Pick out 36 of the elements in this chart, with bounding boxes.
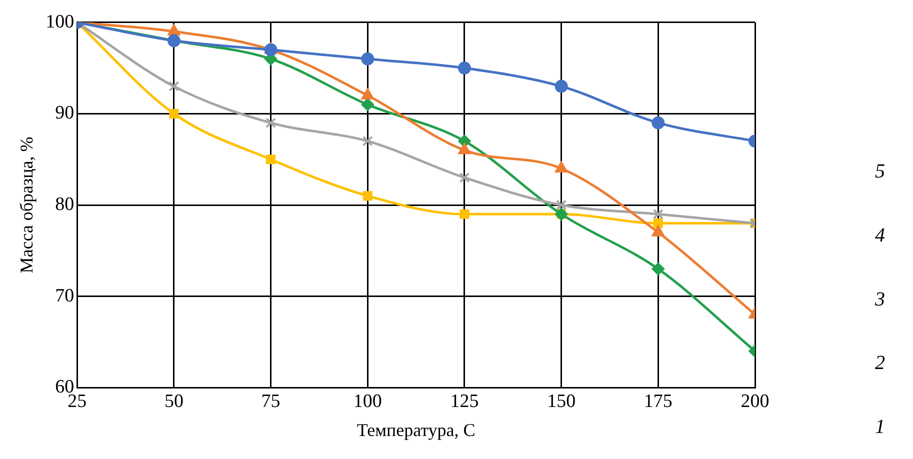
point [653,218,663,228]
x-tick-label: 200 [740,390,770,412]
text: 5 [875,160,885,183]
y-axis-title: Масса образца, % [16,136,37,274]
point [168,81,180,92]
x-tick-label: 50 [164,390,184,412]
point [362,191,372,201]
point [266,118,276,128]
point [652,208,664,220]
y-tick-label: 80 [55,194,74,215]
text: 4 [875,224,885,246]
y-tick-label: 90 [55,102,74,124]
y-tick-label: 100 [46,11,74,32]
point [554,80,568,93]
point [459,172,470,183]
x-axis-title: Температура, С [356,420,476,440]
x-tick-label: 150 [547,390,576,412]
text: 1 [875,416,885,438]
point [458,62,471,75]
y-tick-label: 70 [55,285,74,306]
point [460,209,470,219]
x-tick-label: 75 [261,390,280,412]
point [362,136,373,146]
point [361,98,374,112]
text: 3 [874,288,885,310]
point [556,200,567,210]
point [264,43,278,56]
x-tick-label: 175 [644,390,672,412]
point [361,52,374,66]
point [652,116,665,130]
point [266,154,276,164]
point [652,262,665,276]
x-tick-label: 100 [353,390,382,412]
x-tick-label: 125 [450,390,479,412]
point [169,108,179,118]
text: 2 [875,352,885,374]
